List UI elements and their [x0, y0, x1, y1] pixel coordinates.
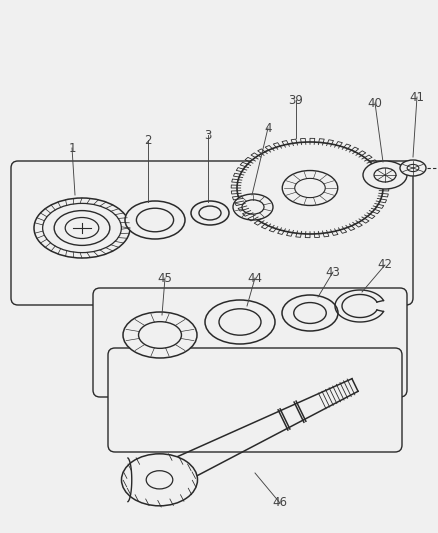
- Text: 43: 43: [325, 265, 339, 279]
- Text: 4: 4: [264, 122, 271, 134]
- Text: 42: 42: [377, 259, 392, 271]
- Text: 45: 45: [157, 271, 172, 285]
- Ellipse shape: [373, 168, 395, 182]
- FancyBboxPatch shape: [108, 348, 401, 452]
- Text: 3: 3: [204, 128, 211, 141]
- Ellipse shape: [136, 208, 173, 232]
- Ellipse shape: [123, 312, 197, 358]
- Ellipse shape: [282, 171, 337, 206]
- Ellipse shape: [205, 300, 274, 344]
- Ellipse shape: [237, 142, 382, 234]
- Ellipse shape: [125, 201, 184, 239]
- FancyBboxPatch shape: [11, 161, 412, 305]
- Ellipse shape: [293, 303, 325, 324]
- Text: 46: 46: [272, 497, 287, 510]
- FancyBboxPatch shape: [93, 288, 406, 397]
- Ellipse shape: [65, 217, 99, 238]
- Ellipse shape: [281, 295, 337, 331]
- Ellipse shape: [219, 309, 261, 335]
- Ellipse shape: [42, 204, 121, 253]
- Text: 39: 39: [288, 93, 303, 107]
- Text: 41: 41: [409, 91, 424, 103]
- Ellipse shape: [138, 321, 181, 349]
- Text: 44: 44: [247, 271, 262, 285]
- Ellipse shape: [191, 201, 229, 225]
- Text: 1: 1: [68, 141, 76, 155]
- Ellipse shape: [233, 194, 272, 220]
- Ellipse shape: [362, 161, 406, 189]
- Ellipse shape: [241, 200, 263, 214]
- Ellipse shape: [399, 160, 425, 176]
- Text: 40: 40: [367, 96, 381, 109]
- Ellipse shape: [198, 206, 220, 220]
- Ellipse shape: [34, 198, 130, 258]
- Ellipse shape: [294, 179, 325, 198]
- Ellipse shape: [406, 164, 418, 172]
- Ellipse shape: [121, 454, 197, 506]
- Text: 2: 2: [144, 133, 152, 147]
- Ellipse shape: [54, 211, 110, 245]
- Ellipse shape: [146, 471, 173, 489]
